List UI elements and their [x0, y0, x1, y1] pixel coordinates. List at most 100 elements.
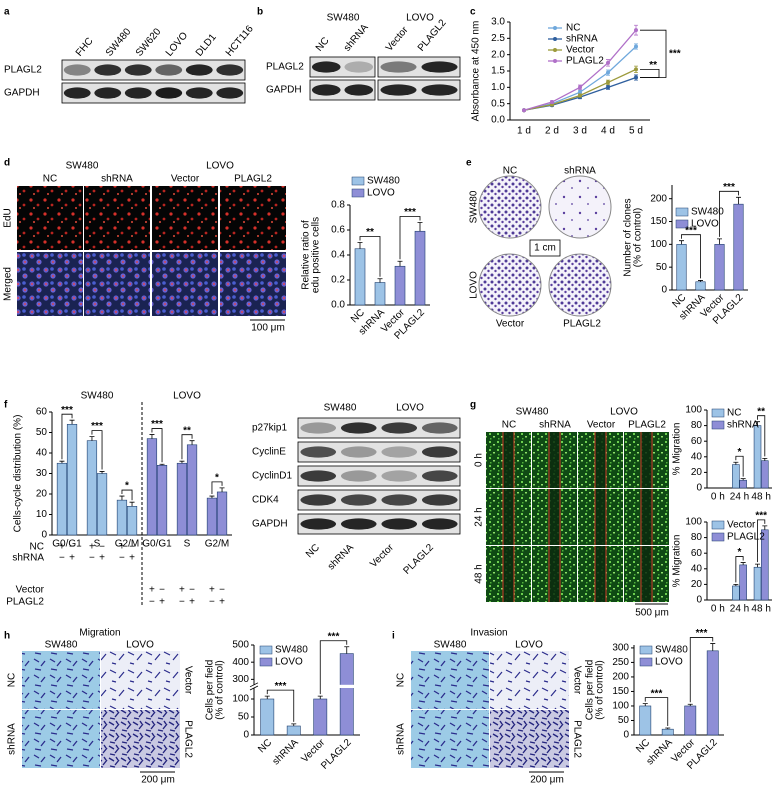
- significance-bracket: [181, 434, 193, 460]
- significance-bracket: [757, 519, 766, 563]
- y-tick-label: 50: [618, 715, 630, 726]
- design-mark: +: [129, 553, 135, 564]
- significance-label: ***: [696, 628, 708, 639]
- colony-plate: [548, 253, 612, 317]
- bar: [260, 698, 275, 736]
- blot-band: [311, 61, 341, 73]
- column-label: PLAGL2: [628, 420, 666, 431]
- marker: [606, 80, 610, 85]
- blot-band: [155, 64, 183, 76]
- legend-label: LOVO: [275, 657, 303, 668]
- image-tile: [152, 252, 218, 316]
- error-bar: [755, 563, 761, 568]
- y-tick-label: 0: [661, 285, 667, 296]
- significance-bracket: [640, 68, 660, 78]
- blot-band: [344, 84, 374, 96]
- significance-label: ***: [404, 207, 416, 218]
- significance-bracket: [757, 415, 766, 457]
- wound-gap: [641, 546, 652, 602]
- design-mark: −: [219, 585, 225, 596]
- y-tick-label: 200: [612, 672, 629, 683]
- legend-swatch: [351, 176, 365, 186]
- blot-band: [185, 64, 213, 76]
- significance-label: ***: [328, 631, 340, 642]
- bar: [753, 566, 762, 601]
- legend-swatch: [553, 59, 557, 63]
- design-label: Vector: [16, 585, 45, 596]
- group-label: SW480: [324, 403, 357, 414]
- significance-bracket: [735, 556, 744, 583]
- significance-label: ***: [723, 182, 735, 193]
- wound-gap: [549, 432, 560, 488]
- legend-swatch: [711, 532, 725, 542]
- x-tick-label: 24 h: [730, 604, 749, 615]
- design-mark: −: [119, 553, 125, 564]
- scale-box: [529, 239, 561, 257]
- y-tick-label: 0.2: [331, 275, 345, 286]
- blot-band: [300, 446, 337, 458]
- blot-frame: [297, 489, 461, 511]
- significance-bracket: [121, 489, 133, 501]
- blot-band: [381, 446, 418, 458]
- design-mark: +: [119, 542, 125, 553]
- legend-swatch: [711, 420, 725, 430]
- legend-label: PLAGL2: [727, 532, 765, 543]
- error-bar: [357, 242, 363, 249]
- y-tick-label: 40: [691, 563, 703, 574]
- design-mark: +: [209, 585, 215, 596]
- row-label: shRNA: [7, 723, 18, 755]
- significance-label: ***: [61, 405, 73, 416]
- x-tick-label: S: [94, 539, 101, 550]
- group-label: LOVO: [206, 161, 234, 172]
- significance-label: **: [183, 425, 191, 436]
- legend-label: LOVO: [367, 188, 395, 199]
- x-tick-label: 48 h: [751, 604, 770, 615]
- y-tick-label: 250: [612, 657, 629, 668]
- design-mark: −: [99, 542, 105, 553]
- lane-label: NC: [314, 35, 332, 53]
- y-tick-label: 50: [238, 712, 250, 723]
- row-label: PLAGL2: [182, 720, 193, 758]
- row-label: SW480: [469, 190, 480, 223]
- group-label: SW480: [66, 161, 99, 172]
- bar: [339, 653, 354, 736]
- significance-bracket: [211, 481, 223, 495]
- bar: [354, 248, 366, 306]
- legend-swatch: [675, 207, 689, 217]
- axis-break: [250, 684, 360, 688]
- error-bar: [69, 419, 75, 425]
- blot-band: [421, 446, 458, 458]
- column-label: shRNA: [101, 174, 133, 185]
- image-tile: [101, 651, 180, 709]
- bar: [186, 444, 198, 536]
- y-tick-label: 2.0: [491, 49, 505, 60]
- group-label: LOVO: [396, 403, 424, 414]
- marker: [550, 100, 554, 105]
- colony-plate: [478, 175, 542, 239]
- row-label: 24 h: [474, 507, 485, 526]
- column-label: SW480: [434, 640, 467, 651]
- y-tick-label: 0: [696, 483, 702, 494]
- row-label: EdU: [3, 208, 14, 227]
- design-mark: −: [209, 597, 215, 608]
- colony-plate: [548, 175, 612, 239]
- image-tile: [490, 651, 569, 709]
- legend-label: LOVO: [655, 657, 683, 668]
- column-label: PLAGL2: [563, 319, 601, 330]
- group-label: SW480: [327, 13, 360, 24]
- wound-gap: [641, 432, 652, 488]
- lane-label: shRNA: [326, 542, 356, 572]
- row-label: GAPDH: [266, 85, 302, 96]
- lane-label: FHC: [74, 36, 96, 59]
- design-label: NC: [30, 542, 44, 553]
- bar: [661, 728, 674, 736]
- blot-band: [340, 470, 377, 482]
- marker: [606, 60, 610, 65]
- error-bar: [99, 471, 105, 474]
- design-mark: +: [99, 553, 105, 564]
- y-axis-label: Relative ratio of: [301, 220, 312, 290]
- design-mark: −: [129, 542, 135, 553]
- legend-swatch: [675, 219, 689, 229]
- row-label: shRNA: [396, 723, 407, 755]
